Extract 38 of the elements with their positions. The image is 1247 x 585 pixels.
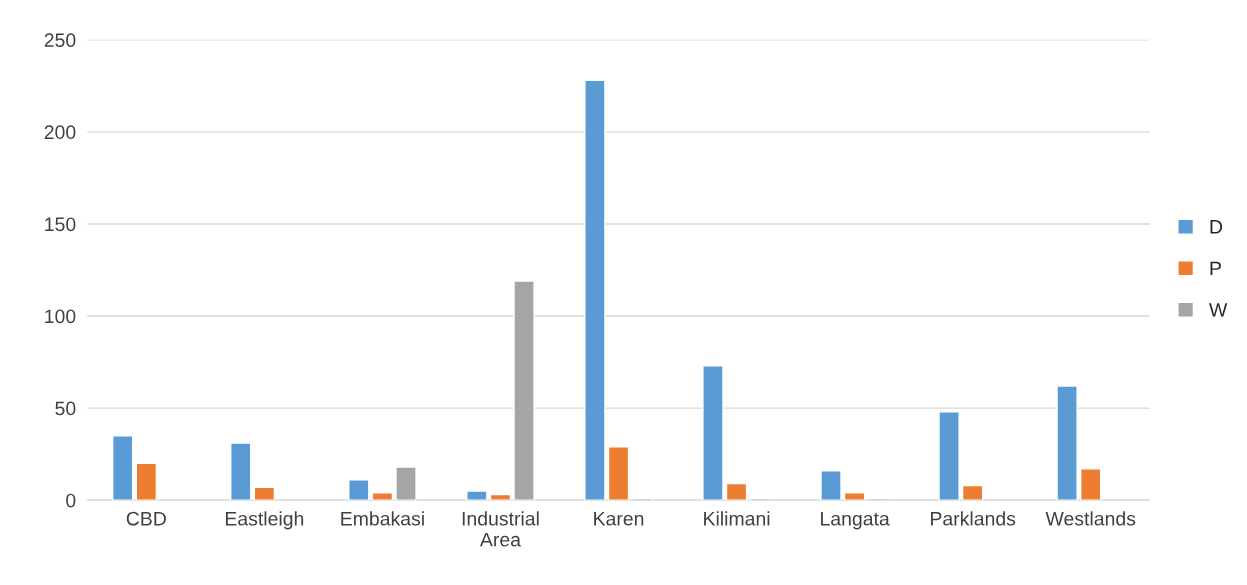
y-tick-label: 0 [66, 493, 76, 508]
legend-label: P [1210, 261, 1221, 276]
x-tick-label: Parklands [931, 511, 1016, 526]
bar [725, 482, 748, 501]
x-tick-label: Industrial Area [462, 511, 539, 547]
bar [135, 462, 158, 501]
bar [348, 479, 370, 501]
bar [584, 79, 606, 501]
bar [702, 365, 724, 501]
x-tick-label: CBD [126, 511, 166, 526]
bar [513, 280, 535, 501]
legend-label: W [1209, 303, 1228, 317]
bar [371, 492, 394, 501]
bar [843, 492, 866, 501]
y-tick-label: 200 [44, 125, 76, 140]
bar [607, 446, 630, 501]
x-tick-label: Karen [594, 512, 644, 526]
bar [489, 493, 512, 501]
x-tick-label: Westlands [1045, 511, 1136, 526]
bar [230, 442, 252, 501]
y-tick-label: 50 [55, 401, 76, 416]
x-tick-label: Kilimani [704, 511, 770, 526]
bar [253, 486, 276, 501]
x-tick-label: Embakasi [341, 511, 424, 526]
legend-label: D [1210, 220, 1223, 234]
y-tick-label: 250 [44, 33, 76, 48]
bar [111, 435, 134, 501]
bar [1079, 468, 1102, 501]
y-tick-label: 150 [45, 217, 76, 232]
bar [395, 466, 417, 501]
x-tick-label: Langata [821, 512, 890, 530]
bar [1056, 385, 1078, 501]
bar [961, 484, 984, 501]
bar [938, 411, 960, 501]
y-tick-label: 100 [45, 309, 76, 324]
bar [820, 470, 842, 501]
x-tick-label: Eastleigh [225, 511, 304, 530]
bar [466, 490, 488, 501]
